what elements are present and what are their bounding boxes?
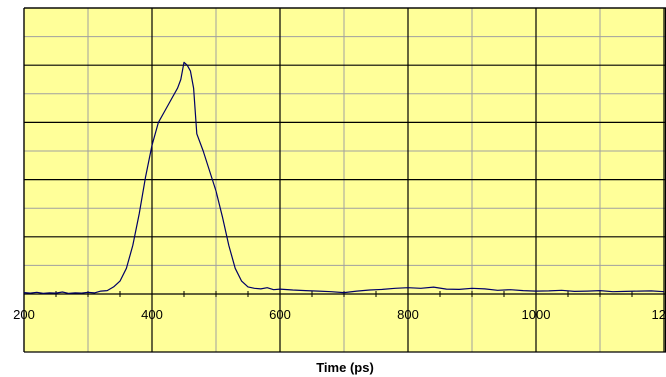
x-tick-label: 400	[141, 307, 163, 322]
major-gridlines	[23, 7, 666, 353]
x-tick-label: 800	[397, 307, 419, 322]
x-tick-label: 12	[652, 307, 666, 322]
x-tick-labels: 200 400 600 800 1000 12	[13, 307, 666, 322]
x-tick-label: 1000	[522, 307, 551, 322]
x-tick-label: 200	[13, 307, 35, 322]
x-axis-title: Time (ps)	[316, 360, 374, 375]
series-line	[23, 61, 665, 294]
x-axis	[24, 291, 666, 297]
x-tick-label: 600	[269, 307, 291, 322]
